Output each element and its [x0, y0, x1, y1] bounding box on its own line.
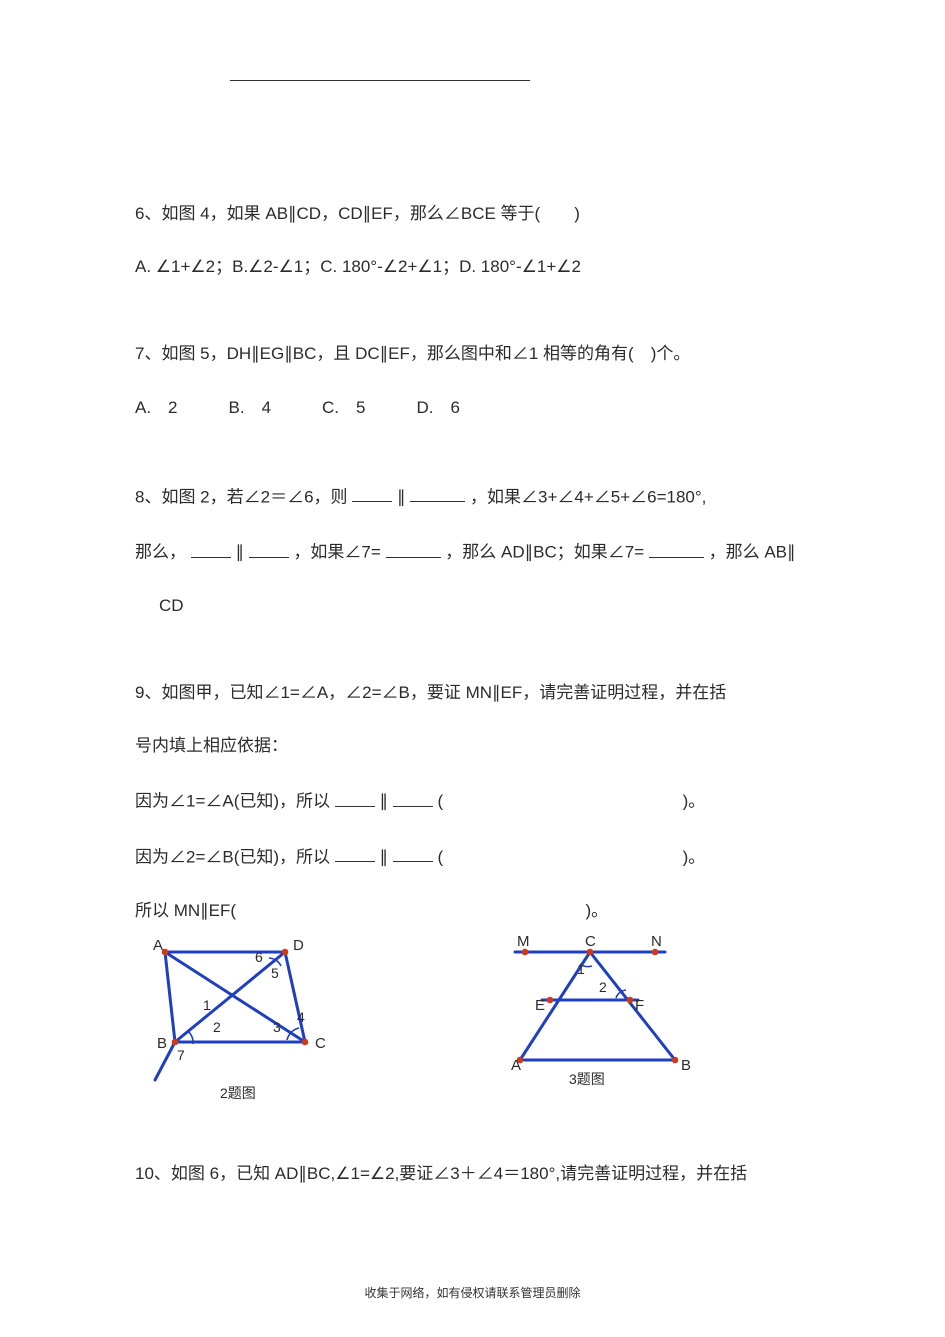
fill-blank[interactable]	[448, 842, 678, 862]
q8-line2: 那么， ∥ ，如果∠7= ，那么 AD∥BC；如果∠7= ，那么 AB∥	[135, 536, 810, 566]
q8-l1a: 8、如图 2，若∠2＝∠6，则	[135, 487, 348, 506]
q9-sep: ∥	[380, 792, 389, 811]
svg-text:3题图: 3题图	[569, 1071, 605, 1087]
svg-text:B: B	[681, 1057, 691, 1074]
q7-options: A. 2 B. 4 C. 5 D. 6	[135, 394, 810, 421]
page: 6、如图 4，如果 AB∥CD，CD∥EF，那么∠BCE 等于( ) A. ∠1…	[0, 0, 945, 1337]
q8-l2e: ，那么 AB∥	[709, 543, 796, 562]
fill-blank[interactable]	[393, 785, 433, 806]
q9-s3a: 所以 MN∥EF(	[135, 901, 236, 920]
q10-prompt: 10、如图 6，已知 AD∥BC,∠1=∠2,要证∠3＋∠4＝180°,请完善证…	[135, 1160, 810, 1187]
q8-line3: CD	[135, 592, 810, 619]
q7-prompt: 7、如图 5，DH∥EG∥BC，且 DC∥EF，那么图中和∠1 相等的角有( )…	[135, 340, 810, 367]
svg-text:1: 1	[577, 961, 585, 977]
q8-l2a: 那么，	[135, 543, 186, 562]
question-6: 6、如图 4，如果 AB∥CD，CD∥EF，那么∠BCE 等于( ) A. ∠1…	[135, 200, 810, 280]
q9-s1a: 因为∠1=∠A(已知)，所以	[135, 792, 330, 811]
q9-s3b: )。	[586, 901, 609, 920]
fill-blank[interactable]	[448, 786, 678, 806]
svg-text:A: A	[511, 1057, 521, 1074]
svg-text:A: A	[153, 937, 163, 954]
fill-blank[interactable]	[410, 481, 465, 502]
q9-line1: 9、如图甲，已知∠1=∠A，∠2=∠B，要证 MN∥EF，请完善证明过程，并在括	[135, 679, 810, 706]
svg-text:E: E	[535, 997, 545, 1014]
svg-text:C: C	[315, 1035, 326, 1052]
fill-blank[interactable]	[335, 785, 375, 806]
svg-text:7: 7	[177, 1047, 185, 1063]
svg-text:5: 5	[271, 965, 279, 981]
q9-step3: 所以 MN∥EF( )。	[135, 897, 810, 924]
svg-text:M: M	[517, 933, 530, 950]
question-10: 10、如图 6，已知 AD∥BC,∠1=∠2,要证∠3＋∠4＝180°,请完善证…	[135, 1160, 810, 1187]
q8-l2d: ，那么 AD∥BC；如果∠7=	[445, 543, 644, 562]
fill-blank[interactable]	[649, 536, 704, 557]
question-7: 7、如图 5，DH∥EG∥BC，且 DC∥EF，那么图中和∠1 相等的角有( )…	[135, 340, 810, 420]
q9-step2: 因为∠2=∠B(已知)，所以 ∥ ( )。	[135, 841, 810, 871]
svg-text:D: D	[293, 937, 304, 954]
q9-sep2: ∥	[380, 847, 389, 866]
figure-2: 12 34 56 7 A D B C 2题图	[135, 930, 365, 1100]
svg-text:B: B	[157, 1035, 167, 1052]
q9-open2: (	[437, 847, 443, 866]
q9-close2: )。	[683, 847, 706, 866]
svg-text:2: 2	[213, 1019, 221, 1035]
svg-text:N: N	[651, 933, 662, 950]
q6-options: A. ∠1+∠2；B.∠2-∠1；C. 180°-∠2+∠1；D. 180°-∠…	[135, 253, 810, 280]
q8-l2c: ，如果∠7=	[293, 543, 380, 562]
question-8: 8、如图 2，若∠2＝∠6，则 ∥ ，如果∠3+∠4+∠5+∠6=180°, 那…	[135, 481, 810, 619]
svg-text:2题图: 2题图	[220, 1085, 256, 1100]
svg-text:1: 1	[203, 997, 211, 1013]
svg-text:3: 3	[273, 1019, 281, 1035]
question-9: 9、如图甲，已知∠1=∠A，∠2=∠B，要证 MN∥EF，请完善证明过程，并在括…	[135, 679, 810, 1100]
svg-text:6: 6	[255, 949, 263, 965]
q8-l1c: ，如果∠3+∠4+∠5+∠6=180°,	[470, 487, 706, 506]
svg-text:2: 2	[599, 979, 607, 995]
fill-blank[interactable]	[249, 536, 289, 557]
q6-prompt: 6、如图 4，如果 AB∥CD，CD∥EF，那么∠BCE 等于( )	[135, 200, 810, 227]
footer-note: 收集于网络，如有侵权请联系管理员删除	[0, 1284, 945, 1301]
header-rule	[230, 80, 530, 81]
q8-l2b: ∥	[235, 543, 244, 562]
q8-l1b: ∥	[397, 487, 406, 506]
q9-step1: 因为∠1=∠A(已知)，所以 ∥ ( )。	[135, 785, 810, 815]
figure-3: 12 M C N E F A B 3题图	[495, 930, 705, 1090]
q9-s2a: 因为∠2=∠B(已知)，所以	[135, 847, 330, 866]
fill-blank[interactable]	[352, 481, 392, 502]
fill-blank[interactable]	[393, 841, 433, 862]
svg-text:C: C	[585, 933, 596, 950]
fill-blank[interactable]	[335, 841, 375, 862]
figures-row: 1234567ADBC2题图 12MCNEFAB3题图	[135, 930, 810, 1100]
q9-close: )。	[683, 792, 706, 811]
svg-text:F: F	[635, 997, 644, 1014]
q8-line1: 8、如图 2，若∠2＝∠6，则 ∥ ，如果∠3+∠4+∠5+∠6=180°,	[135, 481, 810, 511]
fill-blank[interactable]	[191, 536, 231, 557]
fill-blank[interactable]	[386, 536, 441, 557]
svg-text:4: 4	[297, 1009, 305, 1025]
q9-open: (	[437, 792, 443, 811]
q9-line2: 号内填上相应依据：	[135, 732, 810, 759]
